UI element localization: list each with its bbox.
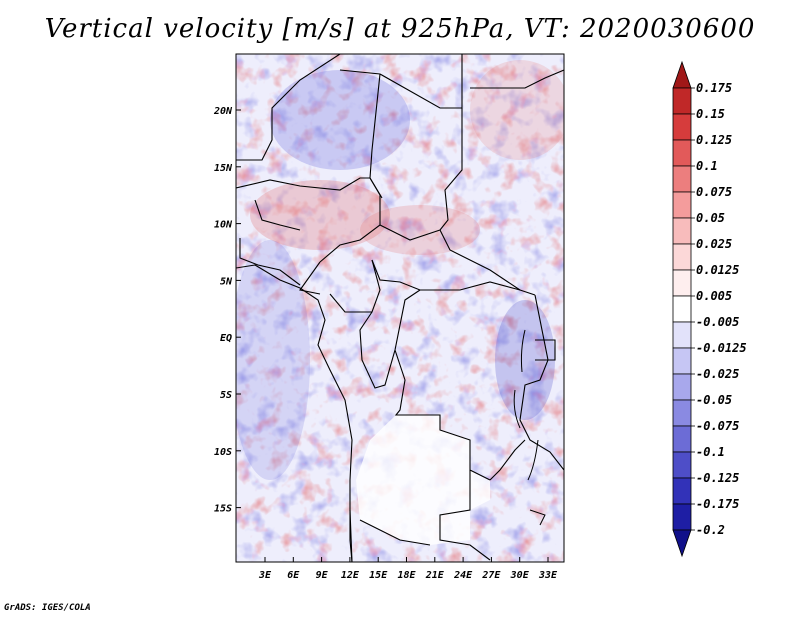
lon-label: 30E <box>510 570 530 581</box>
colorbar-label: -0.005 <box>696 315 739 329</box>
chart-title: Vertical velocity [m/s] at 925hPa, VT: 2… <box>44 14 756 44</box>
colorbar-bin <box>672 451 692 479</box>
colorbar-label: 0.025 <box>696 237 732 251</box>
colorbar-bin <box>672 321 692 349</box>
colorbar-label: -0.2 <box>696 523 725 537</box>
colorbar-bin <box>672 477 692 505</box>
colorbar-bin <box>672 139 692 167</box>
colorbar-bin <box>672 87 692 115</box>
colorbar-bin <box>672 165 692 193</box>
lon-label: 27E <box>481 570 501 581</box>
colorbar-label: -0.0125 <box>696 341 747 355</box>
lat-label: 5N <box>220 276 233 287</box>
lat-label: 5S <box>220 390 232 401</box>
colorbar-label: 0.05 <box>696 211 725 225</box>
lat-label: 15N <box>214 163 233 174</box>
lon-label: 33E <box>538 570 558 581</box>
grads-credit: GrADS: IGES/COLA <box>4 603 91 613</box>
colorbar-bin <box>672 529 692 558</box>
colorbar-bin <box>672 425 692 453</box>
colorbar-label: 0.125 <box>696 133 732 147</box>
lat-label: EQ <box>220 333 232 344</box>
colorbar-bin <box>672 399 692 427</box>
lon-label: 24E <box>453 570 473 581</box>
lon-label: 9E <box>316 570 329 581</box>
colorbar-bin <box>672 60 692 89</box>
colorbar-label: 0.15 <box>696 107 725 121</box>
lon-label: 21E <box>425 570 445 581</box>
lakes <box>513 329 546 526</box>
latitude-axis: 20N 15N 10N 5N EQ 5S 10S 15S <box>213 106 241 515</box>
colorbar-label: 0.1 <box>696 159 718 173</box>
colorbar-label: -0.025 <box>696 367 739 381</box>
lon-label: 15E <box>369 570 388 581</box>
colorbar-label: 0.0125 <box>696 263 739 277</box>
colorbar-bin <box>672 113 692 141</box>
colorbar-bin <box>672 503 692 531</box>
lon-label: 18E <box>397 570 416 581</box>
lon-label: 12E <box>341 570 360 581</box>
lat-label: 15S <box>214 504 232 515</box>
colorbar-label: -0.175 <box>696 497 739 511</box>
lon-label: 6E <box>287 570 300 581</box>
map-frame <box>235 53 565 563</box>
colorbar-bin <box>672 373 692 401</box>
lat-label: 10N <box>214 220 233 231</box>
colorbar-label: -0.125 <box>696 471 739 485</box>
coastline <box>236 264 353 562</box>
lat-label: 20N <box>213 106 233 117</box>
colorbar-bin <box>672 243 692 271</box>
colorbar-bin <box>672 347 692 375</box>
velocity-field <box>236 54 564 562</box>
colorbar-label: 0.005 <box>696 289 732 303</box>
boundaries <box>236 54 564 562</box>
colorbar-label: -0.1 <box>696 445 725 459</box>
colorbar-bin <box>672 217 692 245</box>
longitude-axis: 3E 6E 9E 12E 15E 18E 21E 24E 27E 30E 33E <box>258 557 558 581</box>
colorbar-label: 0.075 <box>696 185 732 199</box>
lon-label: 3E <box>258 570 272 581</box>
colorbar-label: -0.075 <box>696 419 739 433</box>
colorbar-label: -0.05 <box>696 393 732 407</box>
colorbar-label: 0.175 <box>696 81 732 95</box>
colorbar: 0.175 0.15 0.125 0.1 0.075 0.05 0.025 0.0125 0.0… <box>672 60 747 558</box>
colorbar-bin <box>672 191 692 219</box>
lat-label: 10S <box>214 447 232 458</box>
colorbar-bin <box>672 295 692 323</box>
colorbar-bin <box>672 269 692 297</box>
